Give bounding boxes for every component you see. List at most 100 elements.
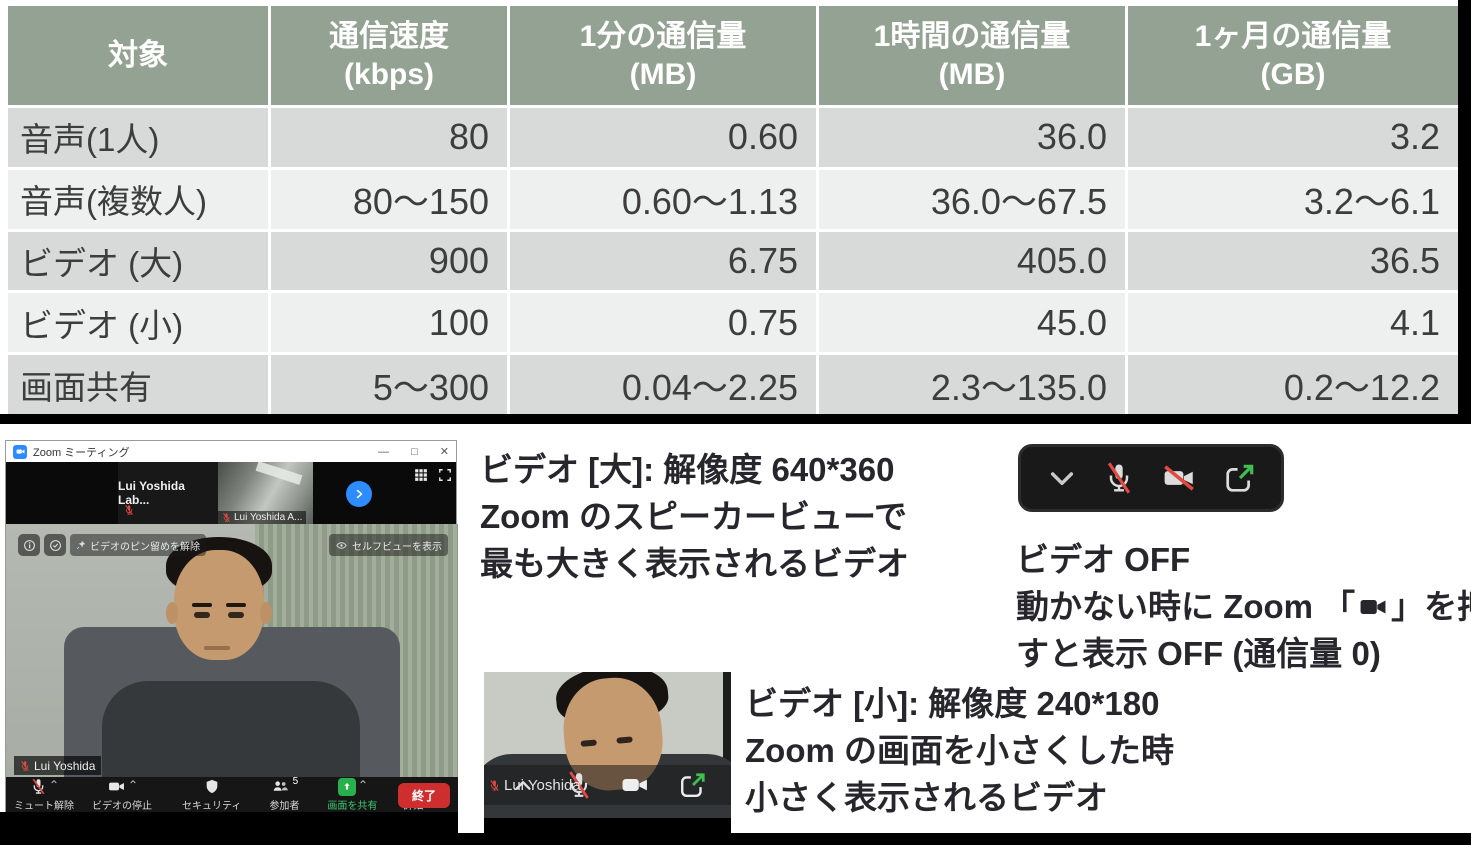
unpin-video-label: ビデオのピン留めを解除 [90, 541, 200, 553]
muted-mic-icon[interactable] [1104, 462, 1134, 494]
table-cell-label: ビデオ (大) [8, 231, 268, 291]
show-selfview-button[interactable]: セルフビューを表示 [329, 534, 448, 556]
table-cell: 3.2〜6.1 [1128, 169, 1458, 229]
table-cell: 5〜300 [271, 355, 507, 414]
person-eye [616, 736, 633, 744]
zoom-meeting-window: Zoom ミーティング — □ ✕ Lui Yoshida Lab... Lui… [5, 440, 458, 813]
selfview-thumbnail: Lui Yoshida [484, 672, 731, 818]
header-unit: (GB) [1260, 57, 1326, 91]
annotation-line: Zoom のスピーカービューで [480, 498, 908, 535]
minimize-button[interactable]: — [378, 445, 390, 458]
annotation-line: 最も大きく表示されるビデオ [480, 545, 909, 582]
table-cell: 36.0〜67.5 [819, 169, 1125, 229]
person-ear [166, 602, 178, 624]
participant-name: Lui Yoshida A... [234, 512, 303, 523]
leave-meeting-button[interactable]: 終了 [397, 783, 450, 808]
window-titlebar: Zoom ミーティング — □ ✕ [6, 441, 456, 462]
chevron-up-icon [51, 779, 57, 784]
muted-mic-icon [490, 780, 499, 791]
header-line: 通信速度 [329, 19, 449, 53]
popout-icon[interactable] [679, 771, 707, 799]
participant-tile[interactable]: Lui Yoshida Lab... [118, 462, 218, 524]
stop-video-button[interactable]: ビデオの停止 [92, 778, 152, 812]
table-cell: 36.5 [1128, 231, 1458, 291]
header-line: 1分の通信量 [579, 19, 747, 53]
meeting-toolbar: ミュート解除 ビデオの停止 セキュリティ 5 参加者 [6, 776, 458, 813]
table-cell-label: 音声(1人) [8, 108, 268, 167]
header-unit: (MB) [938, 57, 1006, 91]
table-cell: 0.60〜1.13 [510, 169, 816, 229]
table-cell: 80〜150 [271, 169, 507, 229]
annotation-text: 」を押 [1391, 588, 1471, 625]
table-cell: 0.60 [510, 108, 816, 167]
person-head [174, 550, 264, 660]
participants-button[interactable]: 5 参加者 [269, 776, 299, 812]
annotation-video-small: ビデオ [小]: 解像度 240*180 Zoom の画面を小さくした時 小さく… [745, 680, 1174, 821]
table-cell: 4.1 [1128, 293, 1458, 353]
fullscreen-icon[interactable] [438, 468, 452, 487]
table-cell: 45.0 [819, 293, 1125, 353]
annotation-text: 動かない時に Zoom 「 [1016, 588, 1356, 625]
table-cell: 0.04〜2.25 [510, 355, 816, 414]
muted-mic-icon [124, 503, 134, 521]
person-ear [260, 602, 272, 624]
muted-mic-icon[interactable] [566, 771, 592, 799]
table-cell-label: ビデオ (小) [8, 293, 268, 353]
participant-tile[interactable]: Lui Yoshida A... [218, 462, 313, 524]
chevron-up-icon[interactable] [508, 774, 538, 796]
table-cell: 36.0 [819, 108, 1125, 167]
unmute-label: ミュート解除 [14, 801, 74, 812]
data-usage-table: 対象 通信速度 (kbps) 1分の通信量 (MB) 1時間の通信量 (MB) 1ヶ月… [8, 6, 1458, 414]
participant-name: Lui Yoshida Lab... [118, 479, 185, 507]
annotation-line: ビデオ OFF [1016, 541, 1191, 578]
video-camera-icon[interactable] [619, 772, 651, 798]
annotation-line: ビデオ [大]: 解像度 640*360 [480, 451, 895, 488]
muted-mic-icon [223, 513, 230, 522]
video-filmstrip: Lui Yoshida Lab... Lui Yoshida A... [6, 462, 456, 524]
table-cell: 0.2〜12.2 [1128, 355, 1458, 414]
col-header-per-minute: 1分の通信量 (MB) [510, 6, 816, 105]
header-line: 1時間の通信量 [873, 19, 1071, 53]
stop-video-label: ビデオの停止 [92, 801, 152, 812]
show-selfview-label: セルフビューを表示 [352, 541, 442, 553]
next-page-button[interactable] [346, 481, 372, 507]
participant-name-tag: Lui Yoshida [489, 777, 581, 794]
chevron-down-icon[interactable] [1046, 462, 1078, 494]
table-cell-label: 音声(複数人) [8, 169, 268, 229]
table-right-border [1458, 0, 1471, 424]
unmute-button[interactable]: ミュート解除 [14, 778, 74, 812]
table-cell: 0.75 [510, 293, 816, 353]
person-eye [228, 612, 244, 618]
ceiling-light [255, 462, 303, 485]
video-camera-icon [109, 782, 124, 791]
pin-icon [76, 540, 86, 550]
close-button[interactable]: ✕ [439, 446, 449, 458]
annotation-line: 小さく表示されるビデオ [745, 779, 1108, 816]
participant-name: Lui Yoshida [504, 777, 581, 794]
selfview-mini-toolbar [1018, 444, 1284, 512]
unpin-video-button[interactable]: ビデオのピン留めを解除 [70, 534, 206, 556]
eye-icon [336, 541, 347, 549]
chevron-up-icon [360, 779, 366, 784]
share-screen-label: 画面を共有 [327, 801, 378, 812]
maximize-button[interactable]: □ [411, 445, 418, 458]
window-title: Zoom ミーティング [33, 446, 130, 459]
participant-name-tag: Lui Yoshida A... [218, 511, 307, 524]
col-header-target: 対象 [8, 6, 268, 105]
encryption-shield-icon[interactable] [44, 534, 66, 556]
muted-mic-icon [21, 760, 29, 771]
gallery-view-icon[interactable] [414, 468, 428, 487]
header-unit: (MB) [629, 57, 697, 91]
annotation-line: すと表示 OFF (通信量 0) [1016, 635, 1381, 672]
table-cell: 3.2 [1128, 108, 1458, 167]
col-header-per-hour: 1時間の通信量 (MB) [819, 6, 1125, 105]
popout-icon[interactable] [1224, 462, 1256, 494]
share-screen-icon [337, 778, 356, 796]
share-screen-button[interactable]: 画面を共有 [327, 778, 377, 812]
security-button[interactable]: セキュリティ [182, 778, 241, 812]
participant-name: Lui Yoshida [34, 758, 96, 773]
video-off-icon[interactable] [1160, 463, 1198, 493]
info-icon[interactable] [18, 534, 40, 556]
thumbnail-control-bar [484, 765, 731, 805]
table-cell: 100 [271, 293, 507, 353]
